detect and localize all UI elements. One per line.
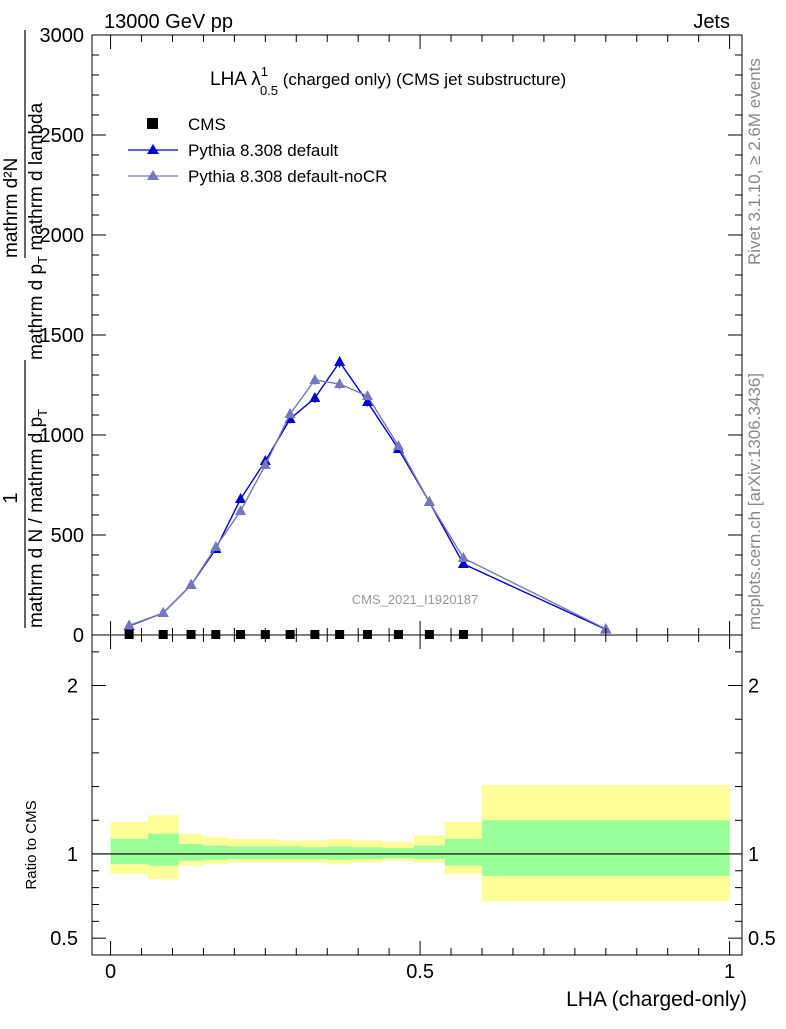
ratio-band-inner-5 [252, 846, 278, 859]
main-ytick-label-4: 2000 [40, 225, 85, 247]
ratio-band-inner-7 [302, 847, 328, 859]
point-pythia-8-308-default-nocr-6 [284, 408, 296, 418]
legend-label-pythia-default: Pythia 8.308 default [188, 141, 339, 160]
x-axis-label: LHA (charged-only) [566, 988, 747, 1011]
main-ytick-label-0: 0 [73, 625, 84, 647]
point-pythia-8-308-default-nocr-9 [361, 390, 373, 400]
legend-marker-pythia-default [147, 144, 159, 154]
ratio-band-inner-10 [382, 848, 414, 859]
header-right: Jets [693, 11, 730, 33]
ratio-ytick-label-right-2: 2 [748, 676, 759, 698]
side-mcplots: mcplots.cern.ch [arXiv:1306.3436] [745, 373, 764, 630]
ratio-band-inner-12 [444, 838, 482, 866]
ratio-ytick-label-left-0: 0.5 [50, 928, 78, 950]
legend-marker-pythia-nocr [147, 170, 159, 180]
ratio-xtick-label-1: 0.5 [406, 961, 434, 983]
ratio-panel-frame [91, 634, 743, 956]
legend: CMS Pythia 8.308 default Pythia 8.308 de… [128, 115, 387, 186]
legend-marker-cms [147, 118, 158, 129]
point-pythia-8-308-default-nocr-5 [259, 459, 271, 469]
ratio-axis-ticks: 0.5 0.5 1 1 2 2 0 0.5 1 [50, 635, 776, 983]
ratio-ytick-label-left-1: 1 [67, 844, 78, 866]
ratio-band-inner-9 [352, 847, 383, 859]
main-ytick-label-1: 500 [51, 525, 84, 547]
ratio-band-inner-3 [203, 845, 229, 860]
main-ytick-label-2: 1000 [40, 425, 85, 447]
ratio-ytick-label-right-1: 1 [748, 844, 759, 866]
ratio-ytick-label-right-0: 0.5 [748, 928, 776, 950]
point-pythia-8-308-default-nocr-3 [210, 541, 222, 551]
main-title: LHA λ1 0.5 (charged only) (CMS jet substr… [210, 64, 566, 98]
side-rivet: Rivet 3.1.10, ≥ 2.6M events [745, 58, 764, 265]
main-ylabel-denominator-sub: T [35, 409, 50, 417]
point-pythia-8-308-default-nocr-0 [123, 619, 135, 630]
main-series-layer [123, 356, 612, 639]
ratio-ylabel: Ratio to CMS [23, 800, 40, 889]
series-line-pythia-8-308-default-nocr [128, 379, 607, 630]
point-pythia-8-308-default-nocr-12 [457, 552, 469, 562]
point-pythia-8-308-default-nocr-1 [157, 607, 169, 617]
ratio-band-inner-2 [178, 843, 204, 861]
main-ytick-label-5: 2500 [40, 125, 85, 147]
main-ylabel-numerator: mathrm d²N [1, 158, 22, 258]
ratio-band-inner-1 [147, 833, 179, 866]
ratio-band-inner-6 [277, 846, 303, 859]
ratio-bands [110, 784, 730, 902]
main-ylabel-denom2: mathrm d pT mathrm d lambda [26, 102, 50, 360]
watermark: CMS_2021_I1920187 [352, 592, 479, 607]
point-pythia-8-308-default-7 [309, 392, 321, 402]
point-pythia-8-308-default-nocr-10 [392, 440, 404, 450]
point-pythia-8-308-default-nocr-4 [235, 505, 247, 515]
ratio-band-inner-11 [413, 845, 445, 859]
main-title-subscript: 0.5 [260, 83, 278, 98]
point-pythia-8-308-default-nocr-2 [185, 579, 197, 589]
main-ytick-label-6: 3000 [40, 25, 85, 47]
main-ylabel-denom2-rest: mathrm d lambda [26, 102, 47, 256]
legend-label-pythia-nocr: Pythia 8.308 default-noCR [188, 167, 387, 186]
point-pythia-8-308-default-4 [235, 493, 247, 503]
point-pythia-8-308-default-8 [334, 356, 346, 366]
main-axis-ticks: 0 500 1000 1500 2000 2500 3000 [40, 25, 742, 647]
ratio-band-inner-8 [327, 846, 352, 860]
point-pythia-8-308-default-nocr-7 [309, 374, 321, 384]
ratio-band-inner-0 [110, 838, 148, 865]
main-ylabel-denom2-text: mathrm d p [26, 264, 47, 360]
ratio-band-inner-13 [482, 820, 730, 876]
point-pythia-8-308-default-9 [361, 396, 373, 406]
main-ylabel-denom2-sub: T [35, 256, 50, 264]
header-left: 13000 GeV pp [104, 11, 233, 33]
ratio-xtick-label-2: 1 [724, 961, 735, 983]
point-pythia-8-308-default-nocr-8 [334, 378, 346, 388]
main-title-suffix: (charged only) (CMS jet substructure) [278, 70, 566, 89]
point-pythia-8-308-default-12 [457, 558, 469, 568]
main-ytick-label-3: 1500 [40, 325, 85, 347]
ratio-band-inner-4 [228, 846, 253, 859]
ratio-xtick-label-0: 0 [105, 961, 116, 983]
main-title-superscript: 1 [261, 64, 268, 79]
main-ylabel-one: 1 [0, 492, 22, 503]
main-ylabel-denominator: mathrm d N / mathrm d pT [26, 409, 50, 628]
legend-label-cms: CMS [188, 115, 226, 134]
main-title-prefix: LHA λ [210, 69, 261, 90]
ratio-ytick-label-left-2: 2 [67, 676, 78, 698]
main-ylabel-denominator-text: mathrm d N / mathrm d p [26, 417, 47, 628]
main-ylabel: 1 mathrm d N / mathrm d pT mathrm d²N ma… [0, 30, 50, 628]
point-pythia-8-308-default-nocr-11 [423, 496, 435, 506]
